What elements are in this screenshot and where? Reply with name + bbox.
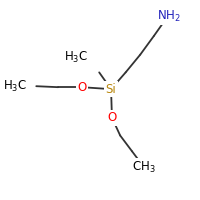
Text: H$_3$C: H$_3$C — [3, 79, 27, 94]
Text: O: O — [107, 111, 117, 124]
Text: H$_3$C: H$_3$C — [64, 50, 88, 65]
Text: O: O — [77, 81, 86, 94]
Text: NH$_2$: NH$_2$ — [157, 9, 180, 24]
Text: CH$_3$: CH$_3$ — [132, 160, 156, 175]
Text: Si: Si — [106, 83, 116, 96]
